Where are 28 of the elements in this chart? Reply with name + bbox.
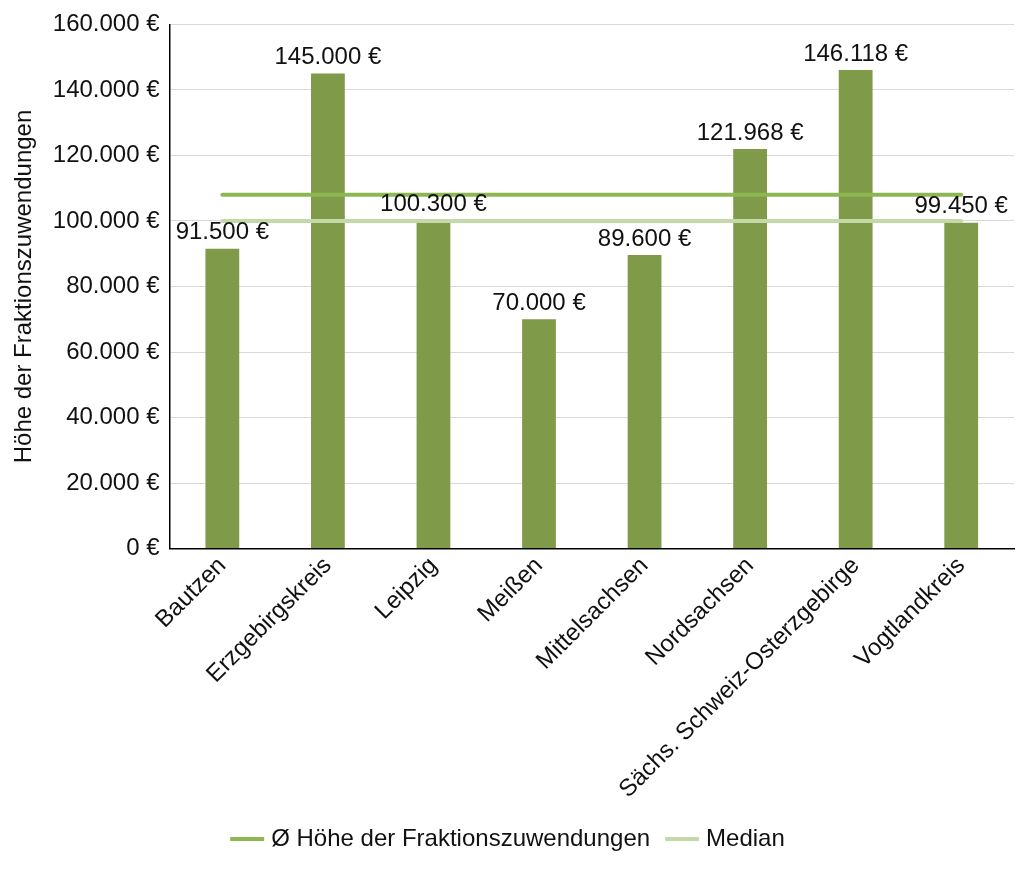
data-label: 70.000 € [492, 287, 587, 315]
bar [205, 248, 240, 549]
y-tick-label: 0 € [126, 533, 161, 561]
data-label: 99.450 € [914, 191, 1009, 219]
bar [627, 255, 662, 549]
data-label: 91.500 € [175, 217, 270, 245]
legend-label: Ø Höhe der Fraktionszuwendungen [271, 823, 651, 851]
bar [522, 319, 556, 549]
data-label: 100.300 € [380, 188, 488, 216]
y-tick-label: 120.000 € [52, 140, 161, 168]
data-label: 89.600 € [597, 223, 692, 251]
y-tick-label: 100.000 € [52, 205, 161, 233]
bar [416, 220, 451, 549]
data-label: 121.968 € [696, 117, 805, 145]
bar [944, 222, 979, 549]
legend-label: Median [706, 823, 785, 851]
y-tick-label: 20.000 € [66, 467, 161, 495]
y-tick-label: 140.000 € [52, 74, 161, 102]
y-tick-label: 160.000 € [52, 9, 161, 37]
y-axis-title: Höhe der Fraktionszuwendungen [9, 109, 37, 464]
bar [733, 149, 767, 549]
bar [311, 73, 345, 549]
data-label: 145.000 € [274, 42, 382, 70]
bar [838, 69, 873, 549]
y-tick-label: 40.000 € [66, 402, 161, 430]
y-tick-label: 60.000 € [66, 336, 161, 364]
data-label: 146.118 € [803, 38, 909, 66]
y-tick-label: 80.000 € [66, 271, 161, 299]
